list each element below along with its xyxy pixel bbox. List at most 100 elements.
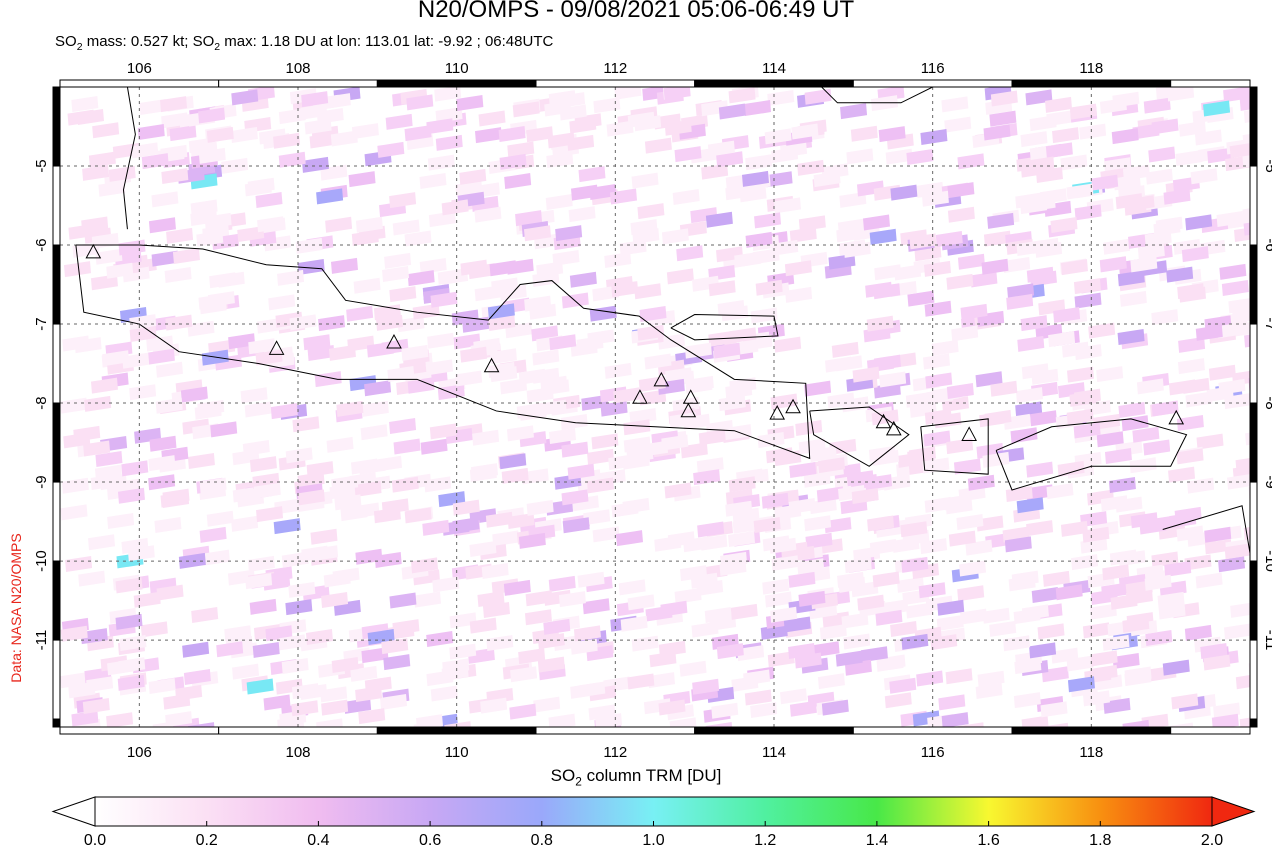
- so2-pixel: [614, 87, 642, 100]
- so2-pixel: [593, 97, 621, 114]
- so2-pixel: [161, 112, 189, 129]
- so2-pixel: [1029, 115, 1057, 132]
- so2-pixel: [169, 125, 197, 142]
- so2-pixel: [600, 400, 628, 417]
- so2-pixel: [666, 268, 694, 285]
- so2-label: SO: [55, 33, 77, 50]
- so2-pixel: [273, 132, 301, 149]
- so2-pixel: [1003, 256, 1031, 273]
- so2-pixel: [558, 591, 586, 608]
- so2-pixel: [278, 151, 306, 168]
- so2-pixel: [288, 581, 316, 598]
- so2-pixel: [1182, 377, 1210, 394]
- so2-pixel: [896, 576, 924, 593]
- so2-summary: SO2 mass: 0.527 kt; SO2 max: 1.18 DU at …: [55, 33, 553, 53]
- so2-pixel: [795, 420, 823, 437]
- so2-pixel: [209, 272, 237, 289]
- so2-pixel: [506, 425, 534, 442]
- so2-pixel: [459, 168, 487, 185]
- so2-pixel: [478, 110, 506, 127]
- frame-segment: [1011, 79, 1172, 88]
- so2-pixel: [1243, 222, 1250, 236]
- so2-pixel: [1119, 290, 1147, 307]
- so2-pixel: [133, 591, 161, 608]
- so2-pixel: [788, 571, 816, 588]
- so2-pixel: [1026, 461, 1054, 478]
- frame-segment: [52, 165, 61, 246]
- so2-pixel: [630, 219, 658, 236]
- frame-segment: [218, 726, 378, 735]
- so2-pixel: [658, 640, 686, 657]
- so2-pixel: [661, 434, 689, 451]
- so2-pixel: [526, 386, 554, 403]
- volcano-icon: [386, 333, 402, 349]
- volcano-icon: [483, 357, 500, 373]
- so2-pixel: [182, 641, 210, 658]
- so2-pixel: [1079, 123, 1107, 140]
- so2-pixel: [1014, 658, 1042, 675]
- so2-pixel: [721, 305, 749, 322]
- so2-pixel: [172, 247, 200, 264]
- so2-pixel: [1144, 574, 1172, 591]
- frame-segment: [59, 726, 220, 735]
- so2-pixel: [577, 571, 605, 588]
- so2-pixel: [246, 678, 274, 695]
- so2-pixel: [391, 476, 419, 493]
- so2-pixel: [931, 339, 959, 356]
- so2-pixel: [383, 654, 411, 671]
- lat-tick-label-right: -9: [1262, 475, 1272, 488]
- frame-segment: [1249, 718, 1258, 728]
- so2-pixel: [798, 590, 826, 607]
- so2-pixel: [560, 413, 588, 430]
- colorbar-tick-label: 0.0: [83, 832, 107, 849]
- frame-segment: [52, 560, 61, 641]
- so2-pixel: [518, 532, 546, 549]
- so2-pixel: [1124, 666, 1152, 683]
- so2-pixel: [841, 612, 869, 629]
- so2-pixel: [1176, 414, 1204, 431]
- so2-pixel: [115, 577, 143, 594]
- so2-pixel: [1122, 719, 1150, 727]
- so2-pixel: [843, 241, 871, 258]
- so2-pixel: [1158, 603, 1186, 620]
- so2-pixel: [549, 334, 577, 351]
- so2-pixel: [987, 212, 1015, 229]
- so2-pixel: [309, 132, 337, 149]
- so2-pixel: [292, 416, 320, 433]
- so2-pixel: [983, 124, 1011, 141]
- so2-pixel: [873, 354, 901, 371]
- so2-pixel: [705, 722, 733, 727]
- so2-pixel: [921, 190, 949, 207]
- so2-pixel: [947, 206, 975, 223]
- so2-pixel: [945, 668, 973, 685]
- so2-pixel: [1211, 713, 1239, 727]
- so2-pixel: [989, 110, 1017, 127]
- so2-pixel: [427, 332, 455, 349]
- so2-pixel: [924, 408, 952, 425]
- so2-pixel: [1232, 308, 1250, 324]
- so2-pixel: [426, 118, 454, 135]
- so2-pixel: [1029, 410, 1057, 427]
- so2-pixel: [1130, 512, 1158, 529]
- so2-pixel: [187, 722, 215, 727]
- so2-pixel: [503, 579, 531, 596]
- so2-pixel: [525, 590, 553, 607]
- so2-pixel: [404, 230, 432, 247]
- so2-pixel: [1110, 593, 1138, 610]
- so2-pixel: [884, 692, 912, 709]
- so2-pixel: [295, 237, 323, 254]
- so2-pixel: [1060, 154, 1088, 171]
- so2-pixel: [660, 600, 688, 617]
- so2-pixel: [1216, 210, 1244, 227]
- so2-pixel: [567, 463, 595, 480]
- so2-pixel: [148, 677, 176, 694]
- so2-pixel: [1242, 154, 1250, 168]
- max-text: max: 1.18 DU at lon: 113.01 lat: -9.92 ;…: [220, 33, 554, 50]
- so2-pixel: [1010, 427, 1038, 444]
- so2-pixel: [106, 262, 134, 279]
- so2-pixel: [639, 306, 667, 323]
- so2-pixel: [1015, 401, 1043, 418]
- so2-pixel: [616, 530, 644, 547]
- frame-segment: [52, 639, 61, 720]
- so2-pixel: [311, 545, 339, 562]
